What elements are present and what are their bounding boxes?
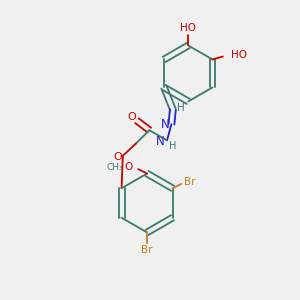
Text: Br: Br (184, 177, 195, 187)
Text: O: O (127, 112, 136, 122)
Text: O: O (113, 152, 122, 162)
Text: CH₃: CH₃ (107, 163, 124, 172)
Text: H: H (177, 103, 185, 113)
Text: HO: HO (180, 23, 196, 33)
Text: N: N (156, 134, 165, 148)
Text: HO: HO (231, 50, 247, 60)
Text: N: N (160, 118, 169, 131)
Text: O: O (125, 162, 133, 172)
Text: H: H (169, 141, 176, 151)
Text: Br: Br (141, 245, 153, 255)
